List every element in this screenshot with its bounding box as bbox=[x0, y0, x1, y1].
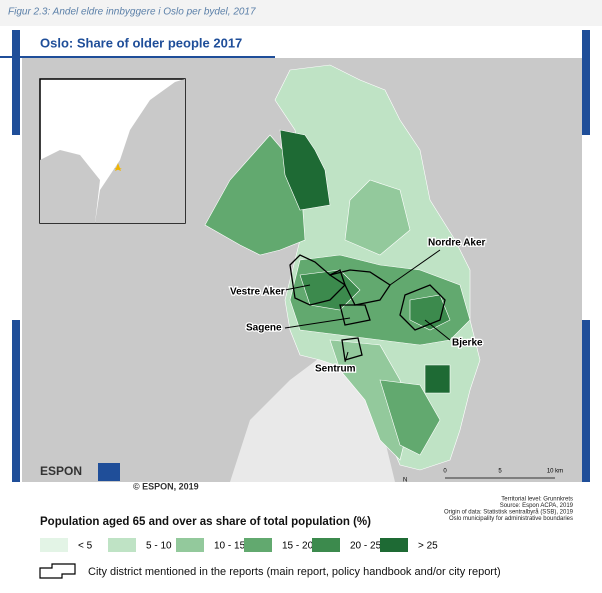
scale-label: 5 bbox=[498, 469, 502, 475]
map-regions bbox=[204, 64, 481, 471]
region bbox=[279, 129, 331, 211]
leader-lines bbox=[284, 249, 451, 363]
logo: ESPON bbox=[40, 464, 82, 478]
legend-label: 20 - 25 bbox=[350, 541, 382, 552]
eu-flag bbox=[98, 463, 120, 481]
frame-bar bbox=[12, 30, 20, 135]
district-label: Sentrum bbox=[315, 364, 356, 375]
district-outlines bbox=[289, 254, 446, 361]
legend: < 5 5 - 10 10 - 15 15 - 20 20 - 25 > 25 bbox=[40, 538, 438, 552]
district-label: Nordre Aker bbox=[428, 238, 486, 249]
source-line: Source: Espon ACPA, 2019 bbox=[500, 503, 574, 509]
outline-symbol bbox=[39, 563, 76, 579]
region bbox=[424, 364, 451, 394]
district-outline bbox=[289, 254, 346, 306]
north-arrow: N bbox=[403, 478, 407, 484]
outline-note: City district mentioned in the reports (… bbox=[88, 566, 501, 578]
region bbox=[409, 294, 451, 331]
region bbox=[379, 379, 441, 456]
region bbox=[299, 269, 361, 311]
district-outline bbox=[328, 269, 391, 306]
caption: Figur 2.3: Andel eldre innbyggere i Oslo… bbox=[8, 7, 256, 18]
map-title: Oslo: Share of older people 2017 bbox=[40, 35, 242, 50]
inset-land bbox=[40, 150, 100, 223]
legend-label: 5 - 10 bbox=[146, 541, 172, 552]
legend-label: 10 - 15 bbox=[214, 541, 246, 552]
inset-land bbox=[95, 79, 185, 223]
region bbox=[344, 179, 411, 256]
legend-swatch bbox=[40, 538, 68, 552]
region bbox=[329, 339, 411, 461]
district-label: Bjerke bbox=[452, 338, 483, 349]
leader-line bbox=[284, 284, 311, 291]
frame-bar bbox=[582, 320, 590, 482]
copyright: © ESPON, 2019 bbox=[133, 481, 199, 491]
legend-swatch bbox=[380, 538, 408, 552]
leader-line bbox=[424, 319, 451, 341]
source-line: Origin of data: Statistisk sentralbyrå (… bbox=[444, 509, 574, 516]
legend-label: 15 - 20 bbox=[282, 541, 314, 552]
legend-swatch bbox=[176, 538, 204, 552]
district-outline bbox=[339, 304, 371, 326]
source-line: Oslo municipality for administrative bou… bbox=[449, 516, 573, 522]
district-outline bbox=[341, 337, 363, 361]
legend-swatch bbox=[108, 538, 136, 552]
inset-marker bbox=[114, 163, 122, 171]
leader-line bbox=[344, 351, 349, 363]
legend-swatch bbox=[312, 538, 340, 552]
source-line: Territorial level: Grunnkrets bbox=[501, 497, 573, 503]
district-label: Sagene bbox=[246, 323, 282, 334]
district-label: Vestre Aker bbox=[230, 287, 285, 298]
scale-label: 0 bbox=[443, 469, 447, 475]
leader-line bbox=[284, 317, 351, 329]
frame-bar bbox=[582, 30, 590, 135]
district-outline bbox=[399, 284, 446, 331]
scale-label: 10 km bbox=[547, 469, 563, 475]
leader-line bbox=[389, 249, 441, 286]
legend-label: < 5 bbox=[78, 541, 93, 552]
frame-bar bbox=[12, 320, 20, 482]
legend-label: > 25 bbox=[418, 541, 438, 552]
legend-swatch bbox=[244, 538, 272, 552]
legend-title: Population aged 65 and over as share of … bbox=[40, 516, 371, 528]
